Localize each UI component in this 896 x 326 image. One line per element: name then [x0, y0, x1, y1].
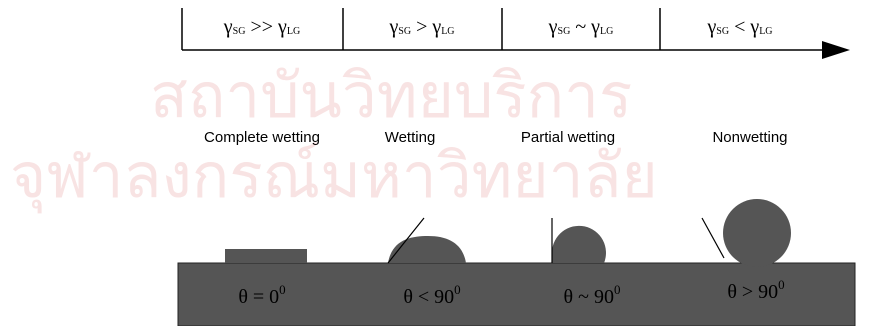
contact-angle: θ < 900 [403, 282, 460, 308]
regime-label: Partial wetting [521, 129, 615, 146]
regime-label: Wetting [385, 129, 436, 146]
operator: >> [250, 16, 273, 38]
condition: γSG~γLG [548, 16, 614, 38]
angle-text: θ < 90 [403, 286, 454, 308]
subscript: SG [558, 26, 571, 37]
symbol: γ [548, 16, 558, 38]
symbol: γ [431, 16, 441, 38]
angle-text: θ ~ 90 [564, 286, 614, 308]
condition: γSG>>γLG [223, 16, 300, 38]
degree: 0 [454, 282, 461, 297]
symbol: γ [388, 16, 398, 38]
diagram: สถาบันวิทยบริการ จุฬาลงกรณ์มหาวิทยาลัย γ… [0, 0, 896, 326]
subscript: LG [441, 26, 454, 37]
contact-angle: θ ~ 900 [564, 282, 621, 308]
subscript: SG [398, 26, 411, 37]
contact-angle: θ = 00 [238, 282, 285, 308]
regime-label: Nonwetting [712, 129, 787, 146]
droplet [723, 199, 791, 267]
symbol: γ [590, 16, 600, 38]
subscript: SG [716, 26, 729, 37]
regime-label: Complete wetting [204, 129, 320, 146]
operator: > [416, 16, 427, 38]
droplet [552, 226, 606, 263]
degree: 0 [778, 277, 785, 292]
degree: 0 [279, 282, 286, 297]
subscript: SG [233, 26, 246, 37]
angle-text: θ = 0 [238, 286, 279, 308]
droplet [388, 236, 466, 263]
film [225, 249, 307, 263]
arrow-head [822, 41, 850, 59]
angle-text: θ > 90 [727, 281, 778, 303]
watermark: จุฬาลงกรณ์มหาวิทยาลัย [10, 139, 658, 213]
operator: ~ [575, 16, 586, 38]
condition: γSG>γLG [388, 16, 454, 38]
symbol: γ [277, 16, 287, 38]
degree: 0 [614, 282, 621, 297]
symbol: γ [749, 16, 759, 38]
symbol: γ [706, 16, 716, 38]
subscript: LG [759, 26, 772, 37]
subscript: LG [287, 26, 300, 37]
condition: γSG<γLG [706, 16, 772, 38]
operator: < [734, 16, 745, 38]
contact-angle: θ > 900 [727, 277, 784, 303]
symbol: γ [223, 16, 233, 38]
watermark: สถาบันวิทยบริการ [150, 59, 632, 132]
subscript: LG [600, 26, 613, 37]
